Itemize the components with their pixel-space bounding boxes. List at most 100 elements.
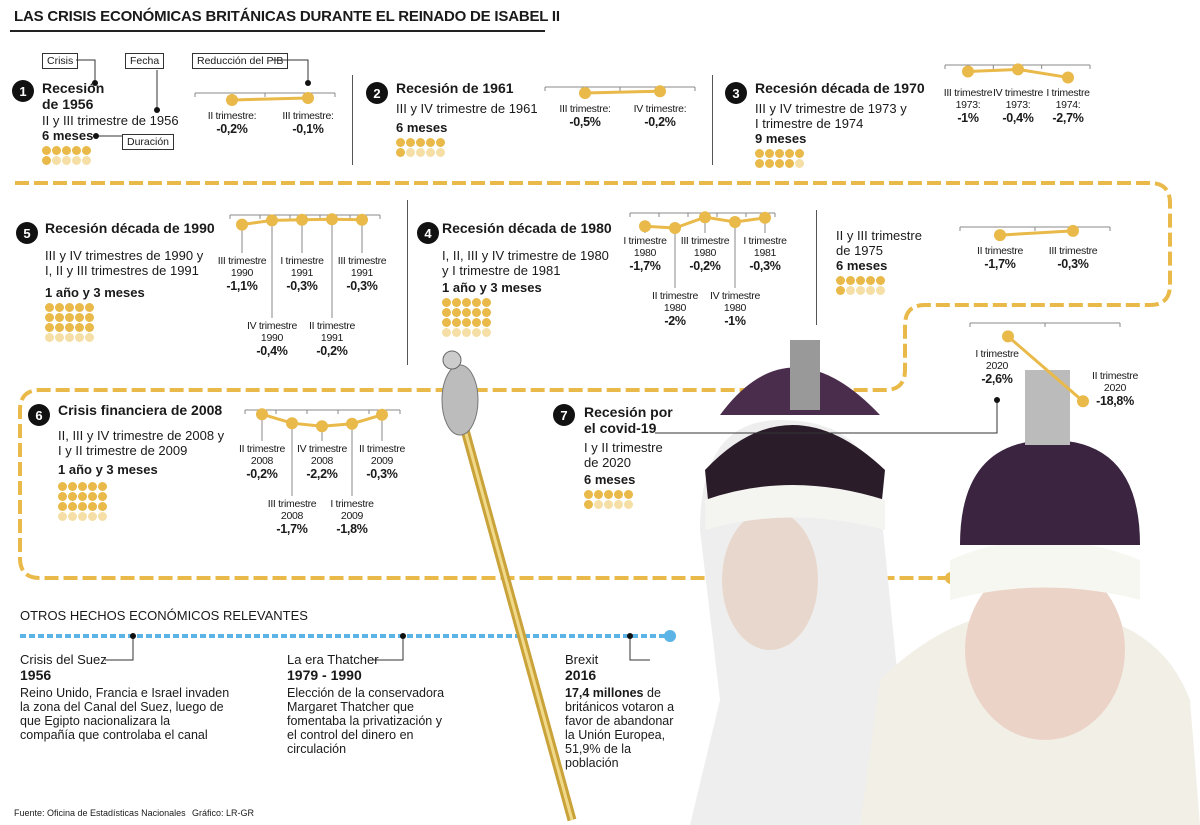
quarter-label: II trimestre 1991 bbox=[309, 320, 355, 344]
month-dot bbox=[98, 512, 107, 521]
month-dot bbox=[765, 149, 774, 158]
month-dot bbox=[765, 159, 774, 168]
crisis-name: Crisis financiera de 2008 bbox=[58, 402, 223, 418]
month-dot bbox=[52, 146, 61, 155]
gdp-point bbox=[699, 211, 711, 224]
crisis-number-badge: 4 bbox=[417, 222, 439, 244]
month-dot bbox=[836, 286, 845, 295]
gdp-point bbox=[346, 417, 358, 430]
month-dot bbox=[85, 303, 94, 312]
event-text: 17,4 millones de británicos votaron a fa… bbox=[565, 686, 674, 770]
month-dot bbox=[75, 313, 84, 322]
quarter-label: II trimestre 2008 bbox=[239, 443, 285, 467]
quarter-label: III trimestre: bbox=[282, 110, 334, 122]
gdp-label: IV trimestre 2008 -2,2% bbox=[297, 443, 347, 481]
month-dot bbox=[866, 276, 875, 285]
event-year: 2016 bbox=[565, 667, 597, 683]
duration-dots bbox=[836, 276, 885, 295]
quarter-label: IV trimestre 1990 bbox=[246, 320, 298, 344]
month-dot bbox=[45, 323, 54, 332]
crisis-duration: 6 meses bbox=[396, 120, 448, 135]
crisis-number-badge: 6 bbox=[28, 404, 50, 426]
duration-dots bbox=[396, 138, 445, 157]
month-dot bbox=[604, 500, 613, 509]
month-dot bbox=[82, 156, 91, 165]
footer-credit: Gráfico: LR-GR bbox=[192, 808, 255, 818]
legend-duracion-tag: Duración bbox=[122, 134, 175, 150]
month-dot bbox=[55, 313, 64, 322]
month-dot bbox=[82, 146, 91, 155]
crisis-path-dashed bbox=[15, 181, 1172, 580]
legend-fecha-tag: Fecha bbox=[125, 53, 165, 69]
gdp-label: I trimestre 1991 -0,3% bbox=[280, 255, 324, 293]
gdp-value: -0,3% bbox=[749, 259, 781, 273]
quarter-label: IV trimestre: bbox=[633, 103, 687, 115]
month-dot bbox=[614, 500, 623, 509]
month-dot bbox=[866, 286, 875, 295]
month-dot bbox=[836, 276, 845, 285]
quarter-label: III trimestre 2008 bbox=[267, 498, 317, 522]
quarter-label: III trimestre 1973: bbox=[943, 87, 993, 112]
title-rule bbox=[10, 30, 545, 32]
month-dot bbox=[58, 492, 67, 501]
month-dot bbox=[594, 500, 603, 509]
event-item: Brexit 2016 17,4 millones de británicos … bbox=[565, 652, 674, 770]
month-dot bbox=[624, 500, 633, 509]
timeline-end-dot bbox=[664, 630, 676, 642]
month-dot bbox=[88, 492, 97, 501]
gdp-label: I trimestre 1981 -0,3% bbox=[743, 235, 787, 273]
quarter-label: IV trimestre 1973: bbox=[992, 87, 1044, 112]
month-dot bbox=[45, 313, 54, 322]
gdp-value: -1,7% bbox=[276, 522, 308, 536]
month-dot bbox=[75, 303, 84, 312]
month-dot bbox=[482, 308, 491, 317]
gdp-value: -0,2% bbox=[316, 344, 348, 358]
event-year: 1979 - 1990 bbox=[287, 667, 362, 683]
crisis-duration: 6 meses bbox=[836, 258, 888, 273]
month-dot bbox=[396, 138, 405, 147]
divider bbox=[712, 75, 713, 165]
gdp-label: III trimestre: -0,1% bbox=[282, 110, 334, 136]
gdp-label: II trimestre 2020 -18,8% bbox=[1092, 370, 1138, 408]
month-dot bbox=[462, 308, 471, 317]
gdp-point bbox=[639, 220, 651, 233]
gdp-point bbox=[1012, 63, 1024, 76]
month-dot bbox=[68, 482, 77, 491]
sceptre-image bbox=[441, 350, 577, 822]
gdp-value: -1% bbox=[957, 111, 979, 126]
month-dot bbox=[72, 156, 81, 165]
crisis-name: Recesión por el covid-19 bbox=[584, 404, 673, 436]
month-dot bbox=[98, 502, 107, 511]
gdp-label: II trimestre -1,7% bbox=[977, 245, 1023, 271]
month-dot bbox=[416, 148, 425, 157]
gdp-line bbox=[999, 229, 1074, 237]
month-dot bbox=[755, 159, 764, 168]
quarter-label: III trimestre 1991 bbox=[337, 255, 387, 279]
duration-dots bbox=[442, 298, 491, 337]
gdp-point bbox=[302, 92, 314, 104]
others-title: OTROS HECHOS ECONÓMICOS RELEVANTES bbox=[20, 608, 308, 623]
month-dot bbox=[62, 156, 71, 165]
gdp-label: I trimestre 2009 -1,8% bbox=[330, 498, 374, 536]
divider bbox=[352, 75, 353, 165]
month-dot bbox=[65, 333, 74, 342]
crisis-number-badge: 5 bbox=[16, 222, 38, 244]
gdp-value: -0,2% bbox=[216, 122, 248, 136]
duration-dots bbox=[58, 482, 107, 521]
month-dot bbox=[406, 148, 415, 157]
event-text: Reino Unido, Francia e Israel invaden la… bbox=[20, 686, 229, 742]
month-dot bbox=[78, 502, 87, 511]
month-dot bbox=[452, 328, 461, 337]
month-dot bbox=[88, 482, 97, 491]
month-dot bbox=[472, 308, 481, 317]
gdp-value: -0,5% bbox=[569, 115, 601, 129]
month-dot bbox=[98, 492, 107, 501]
gdp-value: -0,2% bbox=[246, 467, 278, 481]
month-dot bbox=[594, 490, 603, 499]
month-dot bbox=[785, 159, 794, 168]
month-dot bbox=[436, 138, 445, 147]
gdp-label: III trimestre -0,3% bbox=[1049, 245, 1098, 271]
event-description: de británicos votaron a favor de abandon… bbox=[565, 686, 675, 770]
